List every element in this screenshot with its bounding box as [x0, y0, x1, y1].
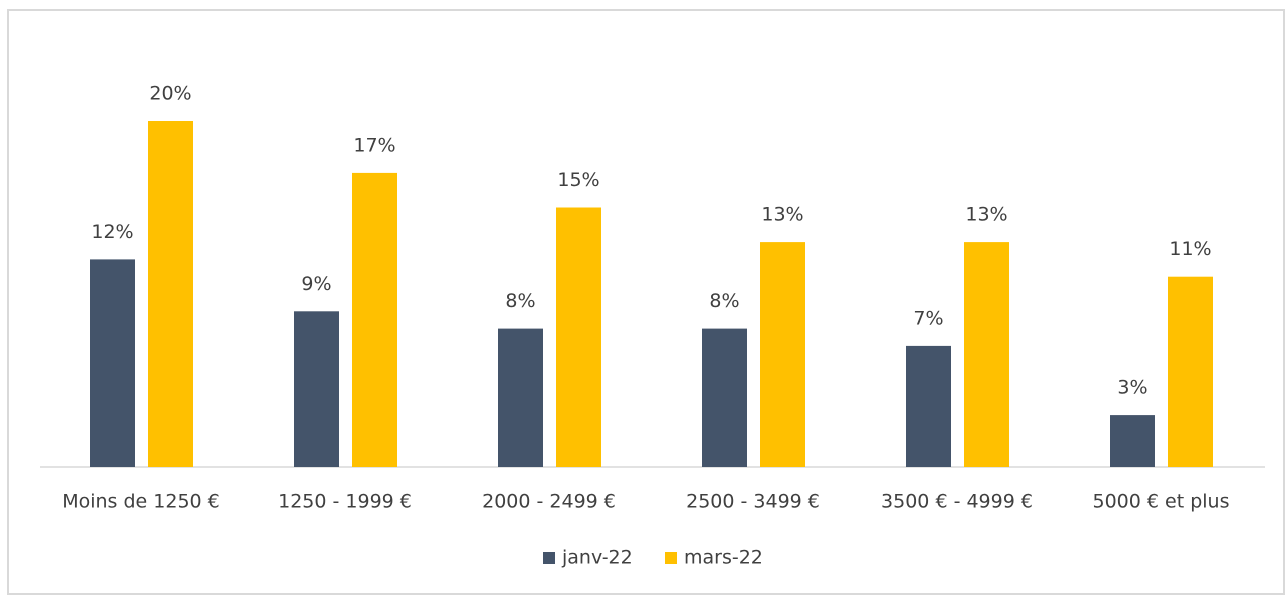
- data-label: 17%: [353, 134, 395, 156]
- legend-swatch: [665, 552, 677, 564]
- x-tick-label: 2500 - 3499 €: [686, 491, 820, 513]
- data-label: 8%: [505, 290, 535, 312]
- data-label: 7%: [913, 307, 943, 329]
- x-tick-label: 2000 - 2499 €: [482, 491, 616, 513]
- bar: [760, 242, 805, 467]
- data-label: 20%: [149, 83, 191, 105]
- data-label: 13%: [965, 204, 1007, 226]
- chart-frame: [7, 9, 1285, 595]
- bar: [1110, 415, 1155, 467]
- x-tick-label: 3500 € - 4999 €: [881, 491, 1033, 513]
- bar: [148, 121, 193, 467]
- bar: [702, 328, 747, 467]
- x-tick-label: Moins de 1250 €: [62, 491, 220, 513]
- legend-label: janv-22: [561, 547, 633, 569]
- data-label: 13%: [761, 204, 803, 226]
- legend-label: mars-22: [684, 547, 763, 569]
- bar: [556, 207, 601, 467]
- bar: [964, 242, 1009, 467]
- data-label: 11%: [1169, 238, 1211, 260]
- data-label: 8%: [709, 290, 739, 312]
- bar: [352, 172, 397, 467]
- data-label: 15%: [557, 169, 599, 191]
- legend-swatch: [543, 552, 555, 564]
- bar: [1168, 276, 1213, 467]
- data-label: 3%: [1117, 377, 1147, 399]
- bar: [90, 259, 135, 467]
- data-label: 12%: [91, 221, 133, 243]
- x-tick-label: 5000 € et plus: [1093, 491, 1230, 513]
- x-tick-label: 1250 - 1999 €: [278, 491, 412, 513]
- bar: [906, 345, 951, 467]
- bar: [294, 311, 339, 467]
- data-label: 9%: [301, 273, 331, 295]
- bar: [498, 328, 543, 467]
